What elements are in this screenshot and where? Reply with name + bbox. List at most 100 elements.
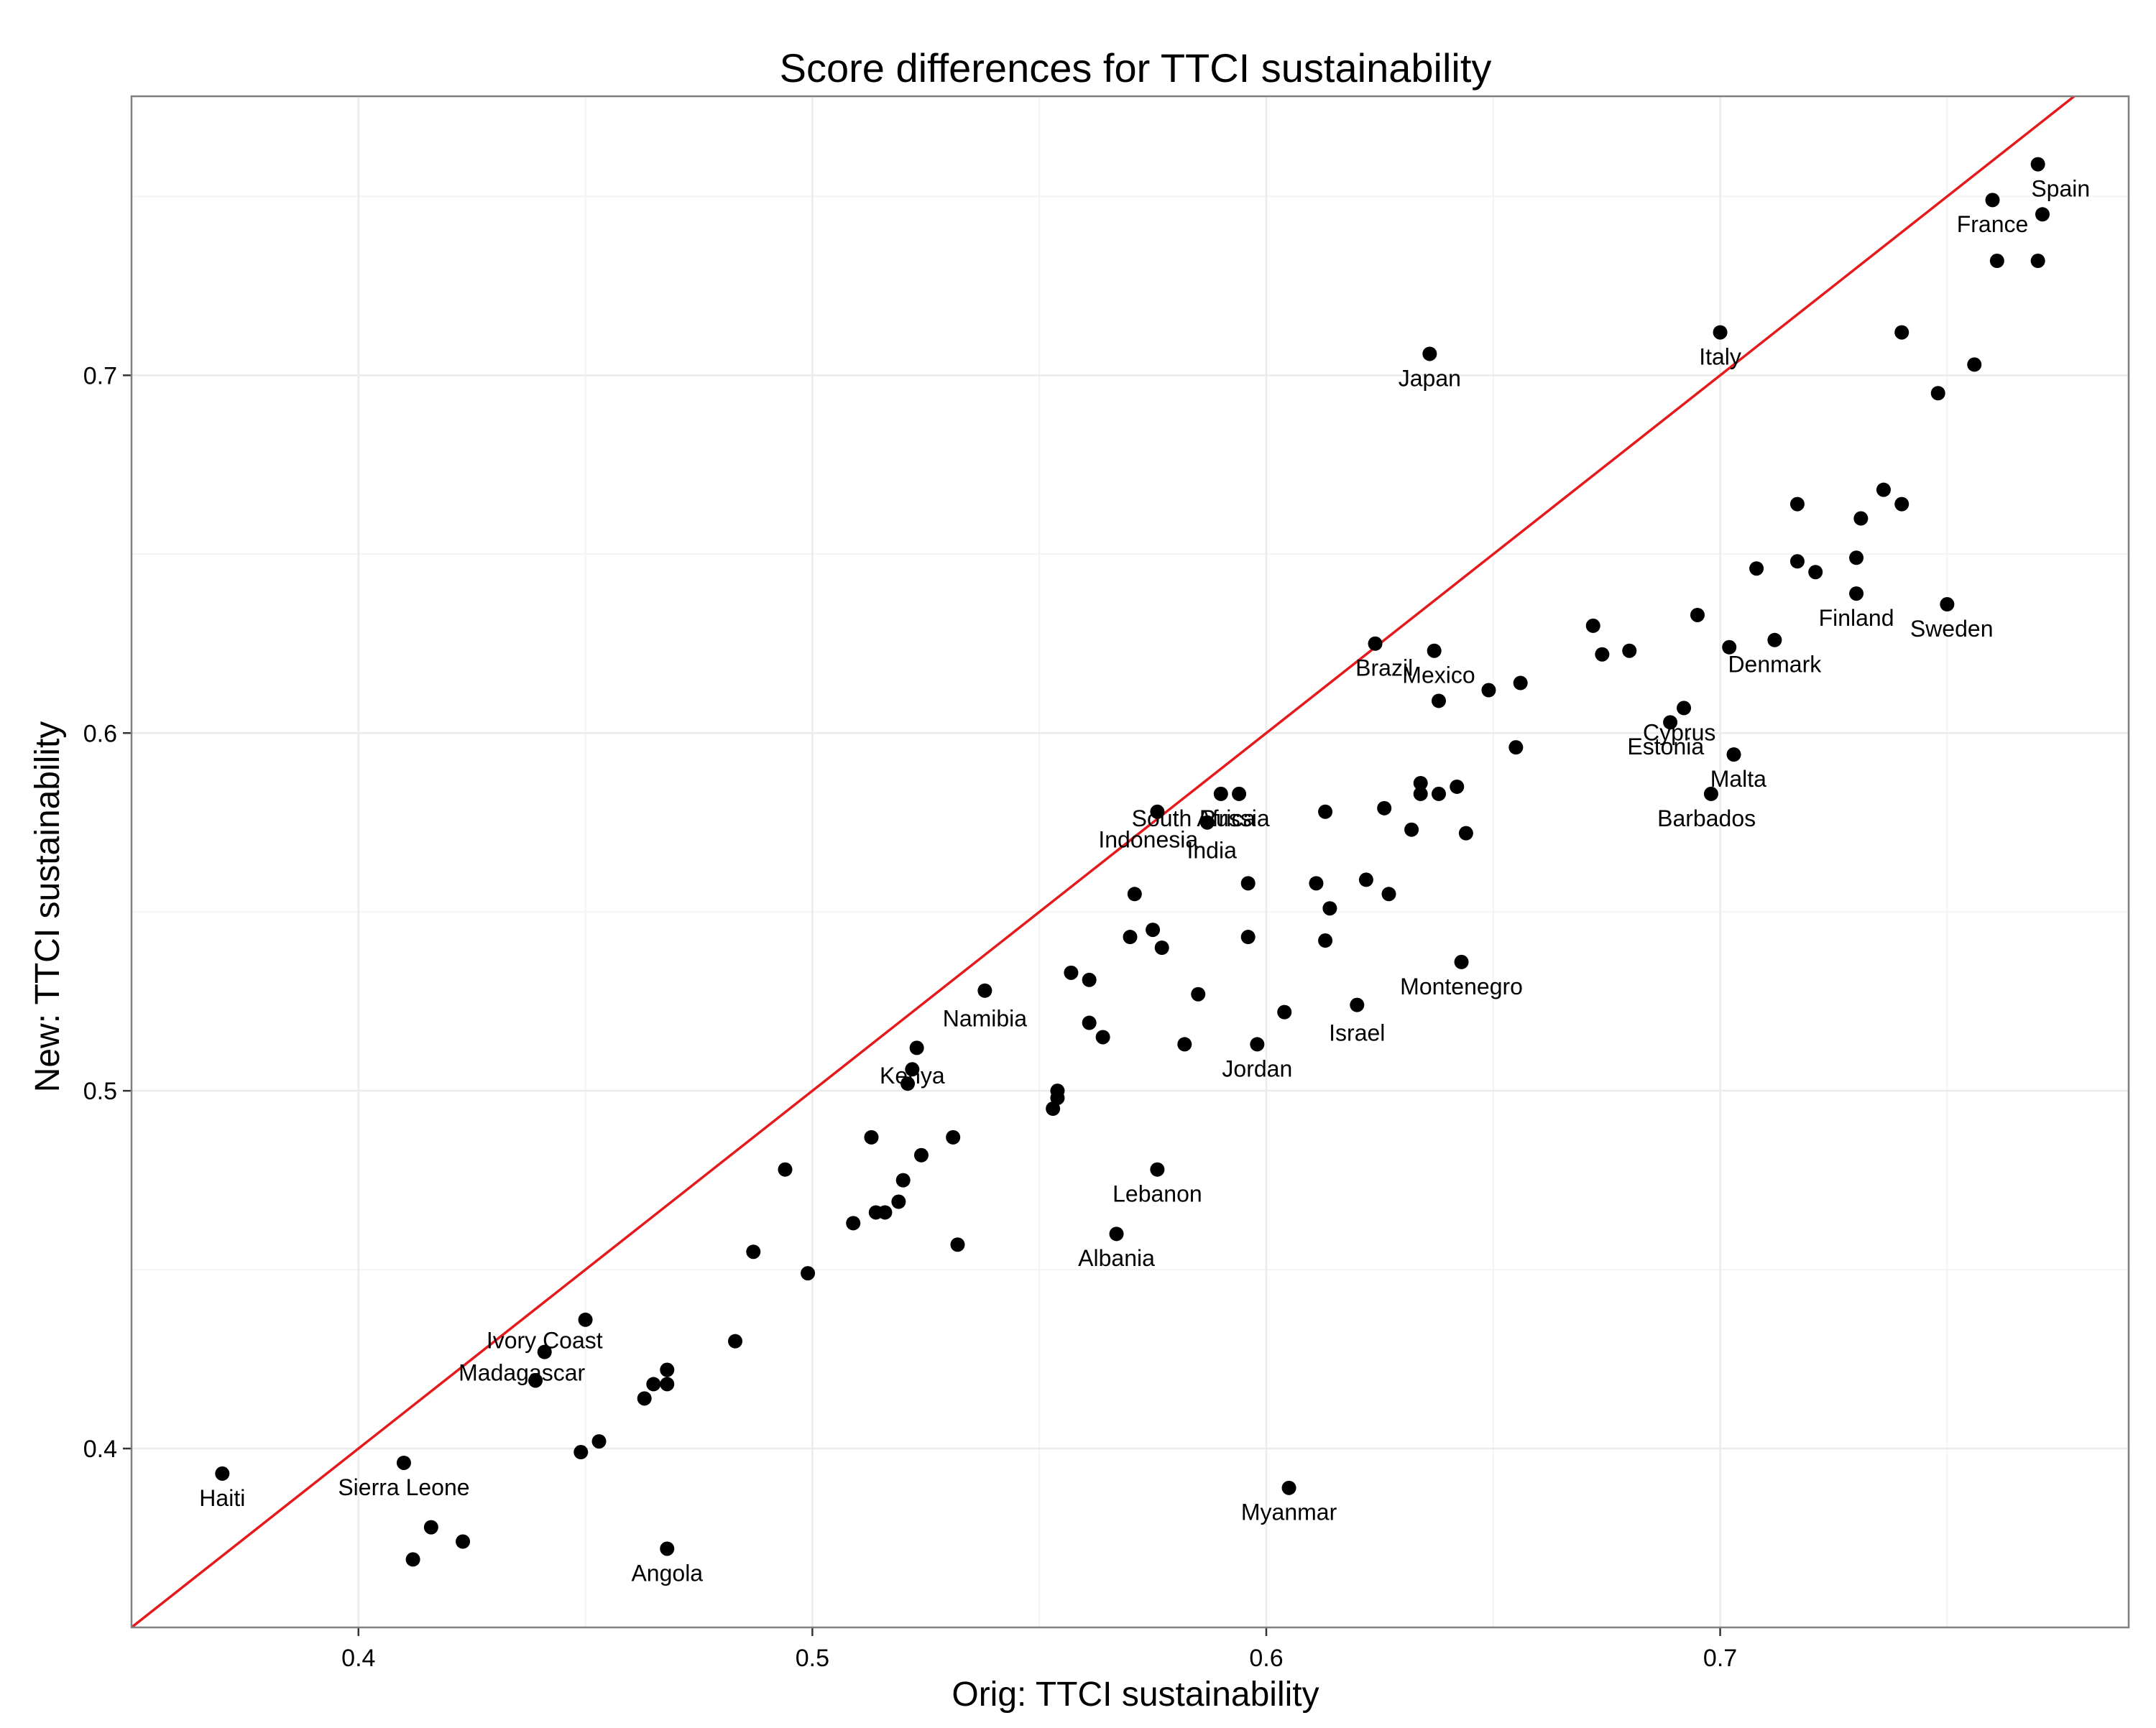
- data-point: [977, 983, 992, 998]
- data-point: [909, 1040, 924, 1055]
- y-tick-label: 0.4: [83, 1436, 117, 1463]
- data-point: [423, 1520, 438, 1535]
- data-point: [891, 1194, 906, 1209]
- data-point: [405, 1552, 420, 1567]
- point-label: Brazil: [1355, 655, 1413, 681]
- data-point: [591, 1434, 607, 1449]
- data-point: [1622, 643, 1637, 658]
- point-label: Spain: [2031, 175, 2090, 201]
- data-point: [1154, 940, 1169, 955]
- data-point: [1513, 675, 1528, 690]
- plot-panel: [132, 96, 2129, 1627]
- data-point: [905, 1062, 920, 1077]
- data-point: [573, 1445, 589, 1460]
- data-point: [728, 1334, 743, 1349]
- data-point: [1150, 1162, 1165, 1177]
- x-tick-label: 0.4: [341, 1645, 375, 1672]
- data-point: [746, 1244, 761, 1260]
- data-point: [1109, 1226, 1124, 1242]
- data-point: [1358, 872, 1373, 887]
- data-point: [1967, 357, 1982, 372]
- point-label: Haiti: [199, 1485, 245, 1511]
- data-point: [1677, 701, 1692, 716]
- point-label: Ivory Coast: [487, 1328, 603, 1354]
- data-point: [1177, 1037, 1192, 1052]
- x-tick-label: 0.7: [1703, 1645, 1737, 1672]
- point-label: Denmark: [1728, 652, 1822, 678]
- data-point: [2030, 157, 2045, 172]
- data-point: [537, 1344, 552, 1359]
- data-point: [1713, 325, 1728, 340]
- data-point: [1690, 607, 1705, 622]
- data-point: [1427, 643, 1442, 658]
- data-point: [1894, 496, 1909, 512]
- data-point: [1095, 1030, 1110, 1045]
- point-label: India: [1187, 838, 1237, 864]
- point-label: Sierra Leone: [338, 1474, 469, 1500]
- data-point: [1368, 636, 1383, 651]
- data-point: [1431, 786, 1446, 801]
- data-point: [1318, 804, 1333, 819]
- point-label: Myanmar: [1241, 1500, 1337, 1525]
- data-point: [578, 1312, 593, 1327]
- data-point: [1240, 876, 1256, 891]
- point-label: Montenegro: [1400, 974, 1523, 999]
- data-point: [1767, 632, 1782, 647]
- data-point: [1450, 779, 1465, 794]
- data-point: [1232, 786, 1247, 801]
- data-point: [1940, 597, 1955, 612]
- x-tick-label: 0.5: [796, 1645, 829, 1672]
- data-point: [1789, 496, 1805, 512]
- point-label: Japan: [1399, 365, 1461, 391]
- data-point: [1749, 561, 1764, 576]
- point-label: Israel: [1329, 1020, 1385, 1045]
- data-point: [1146, 923, 1161, 938]
- data-point: [1663, 715, 1678, 730]
- point-label: Kenya: [880, 1063, 945, 1089]
- data-point: [456, 1534, 471, 1549]
- point-label: Malta: [1710, 766, 1766, 792]
- data-point: [1318, 933, 1333, 948]
- data-point: [864, 1129, 879, 1145]
- point-label: Barbados: [1657, 805, 1756, 831]
- data-point: [1082, 972, 1097, 987]
- data-point: [1989, 254, 2004, 269]
- data-point: [1413, 775, 1428, 790]
- data-point: [778, 1162, 793, 1177]
- data-point: [2035, 207, 2050, 222]
- data-point: [1853, 511, 1869, 526]
- data-point: [1082, 1015, 1097, 1030]
- point-label: Madagascar: [459, 1359, 585, 1385]
- data-point: [660, 1541, 675, 1556]
- data-point: [1894, 325, 1909, 340]
- data-point: [1808, 565, 1823, 580]
- y-tick-label: 0.5: [83, 1078, 117, 1105]
- chart-title: Score differences for TTCI sustainabilit…: [780, 45, 1492, 91]
- point-label: Estonia: [1627, 734, 1704, 759]
- data-point: [1876, 482, 1891, 497]
- data-point: [1413, 786, 1428, 801]
- data-point: [1595, 647, 1610, 662]
- data-point: [900, 1076, 916, 1091]
- data-point: [1213, 786, 1228, 801]
- data-point: [1377, 800, 1392, 816]
- data-point: [660, 1362, 675, 1377]
- data-point: [846, 1216, 861, 1231]
- point-label: Sweden: [1910, 616, 1994, 642]
- data-point: [1481, 683, 1496, 698]
- data-point: [877, 1205, 893, 1220]
- data-point: [1123, 930, 1138, 945]
- data-point: [895, 1173, 911, 1188]
- y-tick-label: 0.7: [83, 362, 117, 389]
- point-label: Lebanon: [1112, 1181, 1202, 1207]
- point-label: Italy: [1699, 343, 1741, 369]
- data-point: [1985, 193, 2000, 208]
- data-point: [1703, 786, 1718, 801]
- data-point: [1322, 901, 1337, 916]
- data-point: [660, 1377, 675, 1392]
- point-label: Angola: [631, 1560, 703, 1586]
- point-label: Jordan: [1222, 1055, 1292, 1081]
